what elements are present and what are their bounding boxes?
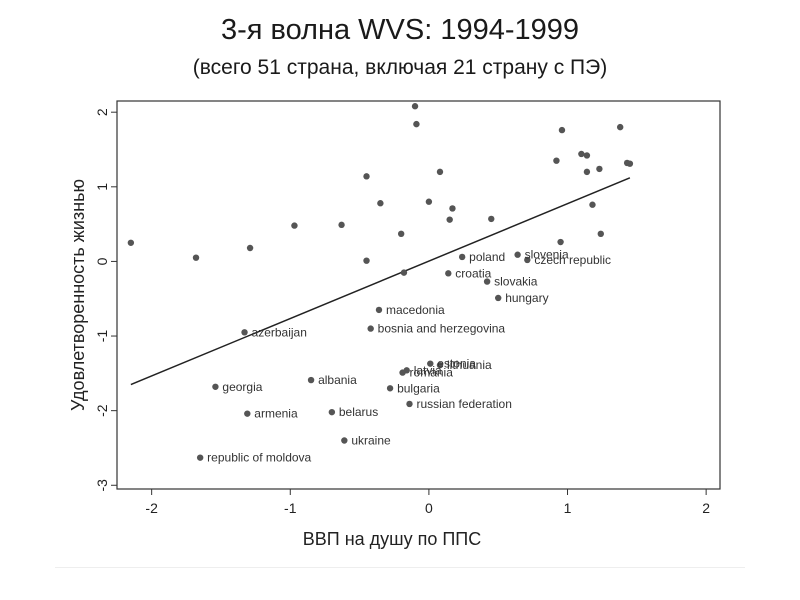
point-label: latvia	[414, 363, 442, 377]
point-label: albania	[318, 373, 357, 387]
footer-divider	[55, 567, 745, 568]
data-point	[192, 254, 200, 261]
y-tick-label: -1	[94, 330, 110, 343]
data-point	[363, 173, 370, 180]
point-label: belarus	[339, 405, 378, 419]
x-tick-label: 1	[564, 500, 572, 516]
data-point	[445, 270, 452, 277]
point-label: armenia	[254, 407, 298, 421]
point-label: bosnia and herzegovina	[378, 322, 506, 336]
data-point	[244, 410, 251, 417]
point-label: lithuania	[447, 358, 492, 372]
point-label: azerbaijan	[252, 325, 307, 339]
point-label: georgia	[222, 380, 262, 394]
data-point	[446, 216, 453, 223]
data-point	[291, 222, 298, 229]
data-point	[413, 120, 420, 128]
data-point	[425, 198, 433, 205]
data-point	[246, 244, 254, 252]
data-point	[377, 200, 384, 207]
data-point	[524, 256, 531, 264]
data-point	[367, 325, 374, 332]
data-point	[616, 123, 624, 131]
point-label: russian federation	[416, 397, 511, 411]
data-point	[583, 152, 591, 159]
data-point	[514, 251, 521, 258]
y-tick-label: 1	[94, 183, 110, 191]
data-point	[436, 361, 444, 369]
point-label: croatia	[455, 266, 491, 280]
data-point	[338, 221, 345, 229]
data-point	[241, 329, 248, 336]
data-point	[375, 306, 383, 314]
x-tick-label: -1	[284, 500, 297, 516]
y-tick-label: 0	[94, 257, 110, 265]
x-tick-label: -2	[145, 500, 158, 516]
data-point	[596, 165, 603, 173]
data-point	[488, 215, 495, 223]
x-tick-label: 0	[425, 500, 433, 516]
data-point	[399, 369, 406, 376]
data-point	[386, 385, 394, 392]
data-point	[212, 383, 219, 390]
data-point	[553, 157, 560, 164]
data-point	[363, 257, 370, 264]
data-point	[589, 201, 596, 208]
data-point	[495, 294, 502, 302]
y-tick-label: -2	[94, 404, 110, 417]
data-point	[436, 168, 444, 176]
point-label: ukraine	[351, 434, 391, 448]
data-point	[626, 160, 634, 167]
data-point	[411, 103, 419, 110]
x-axis-label: ВВП на душу по ППС	[303, 529, 481, 549]
data-point	[449, 205, 456, 212]
plot-frame	[116, 100, 721, 490]
data-point	[583, 168, 591, 176]
data-point	[557, 238, 564, 246]
y-tick-label: -3	[94, 479, 110, 492]
point-label: estonia	[437, 357, 476, 371]
data-point	[328, 408, 336, 416]
data-point	[578, 150, 585, 158]
data-point	[307, 376, 315, 384]
point-label: czech republic	[534, 253, 611, 267]
data-point	[406, 400, 413, 408]
point-label: poland	[469, 250, 505, 264]
data-point	[558, 126, 566, 134]
chart-title: 3-я волна WVS: 1994-1999	[220, 14, 580, 46]
chart-subtitle: (всего 51 страна, включая 21 страну с ПЭ…	[192, 56, 608, 79]
data-point	[397, 230, 405, 238]
data-point	[597, 230, 604, 238]
point-label: slovakia	[494, 275, 538, 289]
fit-line	[130, 177, 631, 386]
point-label: slovenia	[525, 248, 569, 262]
data-point	[127, 239, 135, 246]
data-point	[483, 278, 491, 285]
data-point	[458, 253, 466, 261]
data-point	[341, 437, 348, 444]
point-label: macedonia	[386, 303, 445, 317]
x-tick-label: 2	[702, 500, 710, 516]
data-point	[196, 454, 204, 461]
data-point	[400, 269, 408, 276]
point-label: romania	[410, 366, 454, 380]
data-point	[427, 360, 434, 367]
y-axis-label: Удовлетворенность жизнью	[68, 179, 88, 411]
point-label: hungary	[505, 291, 548, 305]
point-label: bulgaria	[397, 381, 440, 395]
y-tick-label: 2	[94, 108, 110, 116]
point-label: republic of moldova	[207, 451, 311, 465]
